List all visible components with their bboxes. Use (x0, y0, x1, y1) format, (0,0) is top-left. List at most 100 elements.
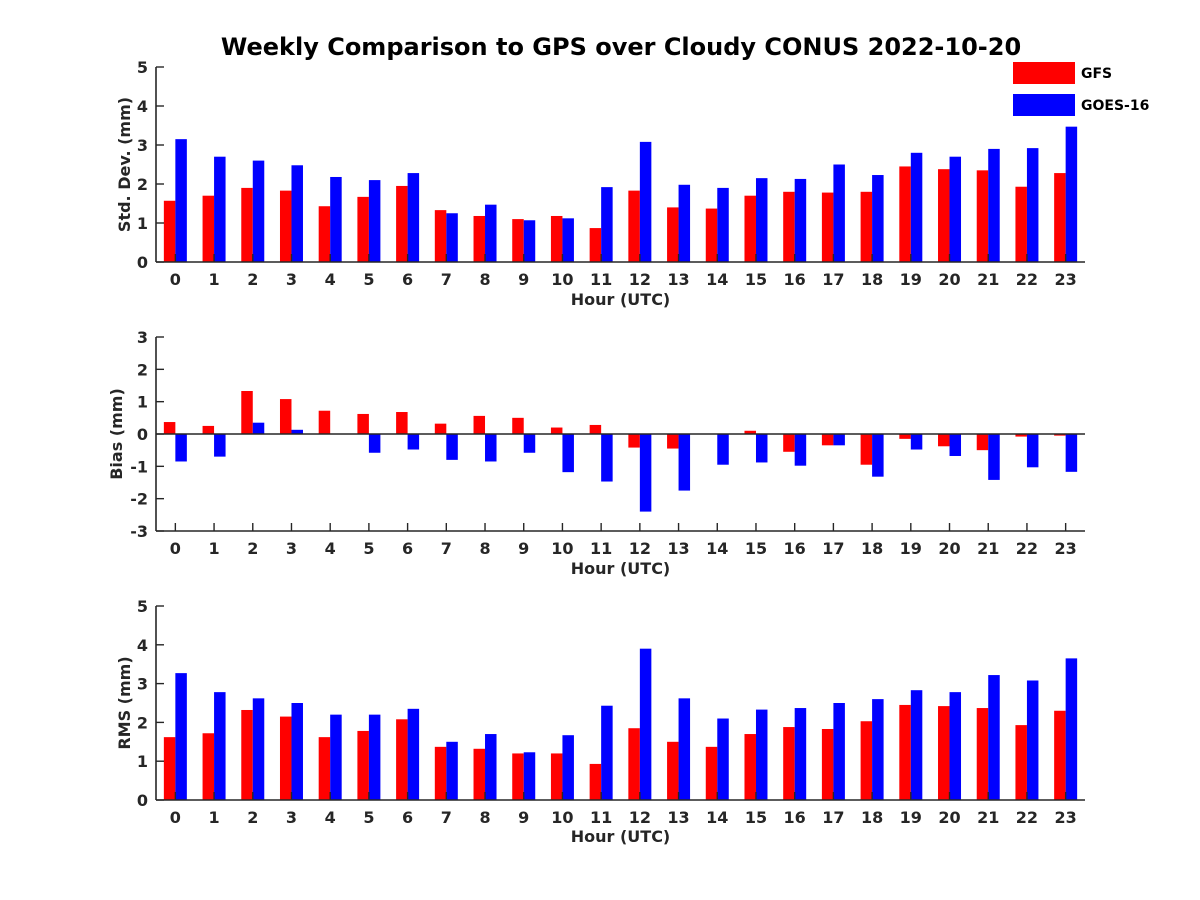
bar-gfs-hour-21 (976, 708, 989, 800)
bar-goes16-hour-11 (601, 434, 613, 482)
x-tick-label: 10 (551, 539, 573, 558)
x-tick-label: 12 (629, 270, 651, 289)
legend-label-gfs: GFS (1081, 66, 1112, 82)
bar-gfs-hour-4 (318, 206, 331, 262)
bar-goes16-hour-7 (446, 434, 458, 460)
x-axis-label: Hour (UTC) (571, 290, 671, 309)
bar-gfs-hour-5 (357, 196, 369, 262)
x-tick-label: 1 (208, 539, 219, 558)
bar-goes16-hour-6 (407, 708, 420, 800)
bar-goes16-hour-2 (252, 160, 265, 262)
bar-gfs-hour-20 (938, 434, 950, 447)
x-tick-label: 23 (1055, 270, 1077, 289)
bar-goes16-hour-10 (562, 735, 574, 800)
x-tick-label: 20 (938, 270, 960, 289)
bar-goes16-hour-12 (639, 141, 652, 262)
bar-gfs-hour-1 (202, 425, 215, 434)
bar-gfs-hour-10 (550, 753, 563, 800)
bar-goes16-hour-9 (523, 220, 536, 262)
bar-gfs-hour-15 (744, 430, 756, 434)
bar-gfs-hour-16 (783, 727, 795, 800)
y-tick-label: 1 (137, 214, 148, 233)
y-tick-label: 2 (137, 713, 148, 732)
bar-gfs-hour-20 (938, 706, 950, 800)
x-tick-label: 15 (745, 539, 767, 558)
bar-gfs-hour-22 (1015, 186, 1027, 262)
bar-goes16-hour-2 (252, 698, 265, 800)
bar-gfs-hour-11 (589, 763, 602, 800)
legend-label-goes16: GOES-16 (1081, 98, 1149, 114)
x-tick-label: 4 (325, 808, 336, 827)
bar-gfs-hour-18 (860, 191, 873, 262)
bar-gfs-hour-12 (628, 434, 640, 448)
bar-goes16-hour-18 (872, 175, 884, 262)
bar-gfs-hour-11 (589, 228, 602, 262)
y-axis-label: Bias (mm) (107, 388, 126, 480)
bar-goes16-hour-16 (794, 434, 807, 466)
bar-gfs-hour-12 (628, 728, 640, 800)
y-tick-label: 3 (137, 328, 148, 347)
bar-goes16-hour-1 (214, 692, 226, 800)
bar-gfs-hour-2 (241, 187, 253, 262)
bar-goes16-hour-20 (949, 692, 962, 800)
x-tick-label: 23 (1055, 539, 1077, 558)
bar-gfs-hour-15 (744, 734, 756, 800)
bar-goes16-hour-19 (910, 152, 923, 262)
bar-goes16-hour-17 (833, 164, 845, 262)
x-tick-label: 12 (629, 539, 651, 558)
x-tick-label: 18 (861, 539, 883, 558)
x-tick-label: 7 (441, 270, 452, 289)
x-tick-label: 2 (247, 539, 258, 558)
bar-goes16-hour-21 (988, 675, 1000, 800)
x-tick-label: 5 (363, 270, 374, 289)
bar-gfs-hour-19 (899, 434, 911, 439)
bar-goes16-hour-18 (872, 699, 884, 800)
x-tick-label: 7 (441, 539, 452, 558)
chart-title: Weekly Comparison to GPS over Cloudy CON… (221, 33, 1021, 61)
legend-swatch-goes16 (1013, 94, 1075, 116)
x-tick-label: 13 (667, 539, 689, 558)
bar-goes16-hour-20 (949, 156, 962, 262)
y-tick-label: 0 (137, 791, 148, 810)
bar-gfs-hour-0 (163, 737, 176, 800)
bar-gfs-hour-17 (821, 434, 834, 446)
y-tick-label: 3 (137, 136, 148, 155)
bar-goes16-hour-19 (910, 434, 923, 450)
bar-goes16-hour-5 (368, 714, 381, 800)
bar-goes16-hour-13 (678, 698, 691, 800)
x-tick-label: 8 (479, 270, 490, 289)
bar-goes16-hour-23 (1065, 126, 1078, 262)
bar-gfs-hour-18 (860, 721, 873, 800)
x-tick-label: 12 (629, 808, 651, 827)
x-tick-label: 0 (170, 270, 181, 289)
y-tick-label: -3 (130, 522, 148, 541)
x-tick-label: 15 (745, 270, 767, 289)
bar-gfs-hour-21 (976, 170, 989, 262)
x-tick-label: 21 (977, 539, 999, 558)
y-tick-label: 2 (137, 360, 148, 379)
bar-gfs-hour-21 (976, 434, 989, 451)
bar-goes16-hour-22 (1026, 680, 1039, 800)
bar-gfs-hour-12 (628, 190, 640, 262)
bar-gfs-hour-10 (550, 427, 563, 434)
x-tick-label: 6 (402, 539, 413, 558)
y-tick-label: -2 (130, 490, 148, 509)
x-tick-label: 20 (938, 808, 960, 827)
x-tick-label: 20 (938, 539, 960, 558)
bar-gfs-hour-6 (396, 185, 408, 262)
x-tick-label: 16 (784, 808, 806, 827)
bar-goes16-hour-15 (755, 709, 768, 800)
bar-goes16-hour-18 (872, 434, 884, 477)
y-tick-label: 0 (137, 425, 148, 444)
bar-gfs-hour-23 (1054, 710, 1066, 800)
bar-gfs-hour-22 (1015, 725, 1027, 800)
x-tick-label: 6 (402, 270, 413, 289)
bar-gfs-hour-5 (357, 730, 369, 800)
bar-goes16-hour-21 (988, 148, 1000, 262)
bar-goes16-hour-5 (368, 180, 381, 262)
